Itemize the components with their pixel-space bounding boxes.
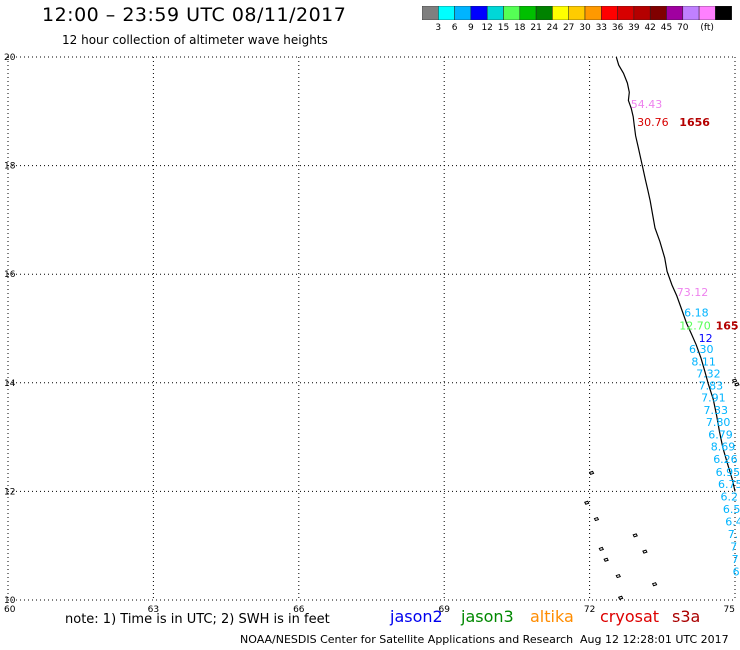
generated-timestamp: Aug 12 12:28:01 UTC 2017 [580,633,729,646]
colorbar-label: 27 [562,23,575,33]
wave-height-label: 30.76 [637,116,669,129]
y-tick-label: 18 [4,162,16,172]
colorbar-label: 9 [468,23,474,33]
wave-height-label: 6.26 [713,453,738,466]
footnote: note: 1) Time is in UTC; 2) SWH is in fe… [65,612,330,627]
wave-height-label: 7.83 [699,379,724,392]
wave-height-label: 12 [699,332,713,345]
x-tick-label: 63 [148,605,159,615]
colorbar-label: 42 [644,23,656,33]
legend-cryosat: cryosat [600,607,660,626]
colorbar-label: 36 [611,23,624,33]
colorbar-label: 30 [579,23,591,33]
island [584,500,590,505]
island [642,549,648,554]
legend-altika: altika [530,607,574,626]
x-tick-label: 66 [293,605,305,615]
wave-height-label: 7 [732,553,739,566]
y-tick-label: 20 [4,53,16,63]
wave-height-label: 8.69 [711,441,736,454]
colorbar-label: 12 [481,23,493,33]
island [588,470,595,476]
wave-height-label: 54.43 [631,98,663,111]
wave-height-label: 8.11 [691,355,716,368]
wave-height-label: 6.4 [725,516,740,529]
chart-title: 12:00 – 23:59 UTC 08/11/2017 [42,4,347,26]
y-tick-label: 16 [4,270,16,280]
credit-line: NOAA/NESDIS Center for Satellite Applica… [240,633,574,646]
legend-jason3: jason3 [461,607,514,626]
y-tick-label: 12 [4,487,15,497]
x-tick-label: 69 [438,605,450,615]
island [651,582,658,587]
colorbar-label: 3 [435,23,442,33]
y-tick-label: 10 [4,596,16,606]
colorbar-label: 45 [660,23,673,33]
wave-height-label: 12.70 [679,320,711,333]
island [617,595,624,600]
island [603,557,609,562]
island [593,516,600,522]
x-tick-label: 75 [724,605,735,615]
wave-height-label: 7.91 [701,391,726,404]
island [615,573,621,579]
wave-height-label: 6.79 [708,429,733,442]
colorbar-label: 21 [530,23,542,33]
wave-height-label: 6.18 [684,307,709,320]
wave-height-label: 7. [728,528,739,541]
island [731,378,738,383]
wave-height-label: 7.32 [696,367,721,380]
colorbar-label: 33 [595,23,608,33]
wave-height-label: 6.5 [723,503,740,516]
wave-height-label: 6.75 [718,478,740,491]
colorbar-label: 39 [628,23,640,33]
colorbar-label: (ft) [700,23,714,33]
y-tick-label: 14 [4,379,16,389]
wave-height-label: 165 [716,320,739,333]
grid-lines [7,56,736,601]
tick-labels: 60 63 66 69 72 75 10 12 14 16 18 20 [4,53,735,615]
colorbar-label: 6 [451,23,458,33]
wave-height-label: 73.12 [677,286,709,299]
chart-subtitle: 12 hour collection of altimeter wave hei… [62,33,328,47]
x-tick-label: 72 [584,605,595,615]
wave-height-label: 6.95 [716,466,740,479]
wave-height-label: 7.33 [704,404,729,417]
legend-jason2: jason2 [390,607,443,626]
wave-height-label: 6.30 [689,343,714,356]
colorbar [422,6,732,20]
island [632,533,638,538]
island [598,546,604,552]
colorbar-labels: 3 6 9 12 15 18 21 24 27 30 33 36 39 42 45 70 (ft) [422,23,732,35]
colorbar-swatch [715,6,732,20]
island-outlines [584,378,740,600]
wave-height-label: 7.80 [706,416,731,429]
wave-height-label: 6.2 [721,491,739,504]
legend-s3a: s3a [672,607,701,626]
colorbar-label: 70 [677,23,689,33]
colorbar-label: 24 [546,23,559,33]
wave-height-label: 1656 [679,116,710,129]
wave-height-label: 6 [733,566,740,579]
colorbar-label: 18 [514,23,526,33]
wave-height-label: 7 [730,541,737,554]
coastline [615,56,736,492]
x-tick-label: 60 [4,605,16,615]
island [734,382,740,387]
colorbar-label: 15 [497,23,510,33]
